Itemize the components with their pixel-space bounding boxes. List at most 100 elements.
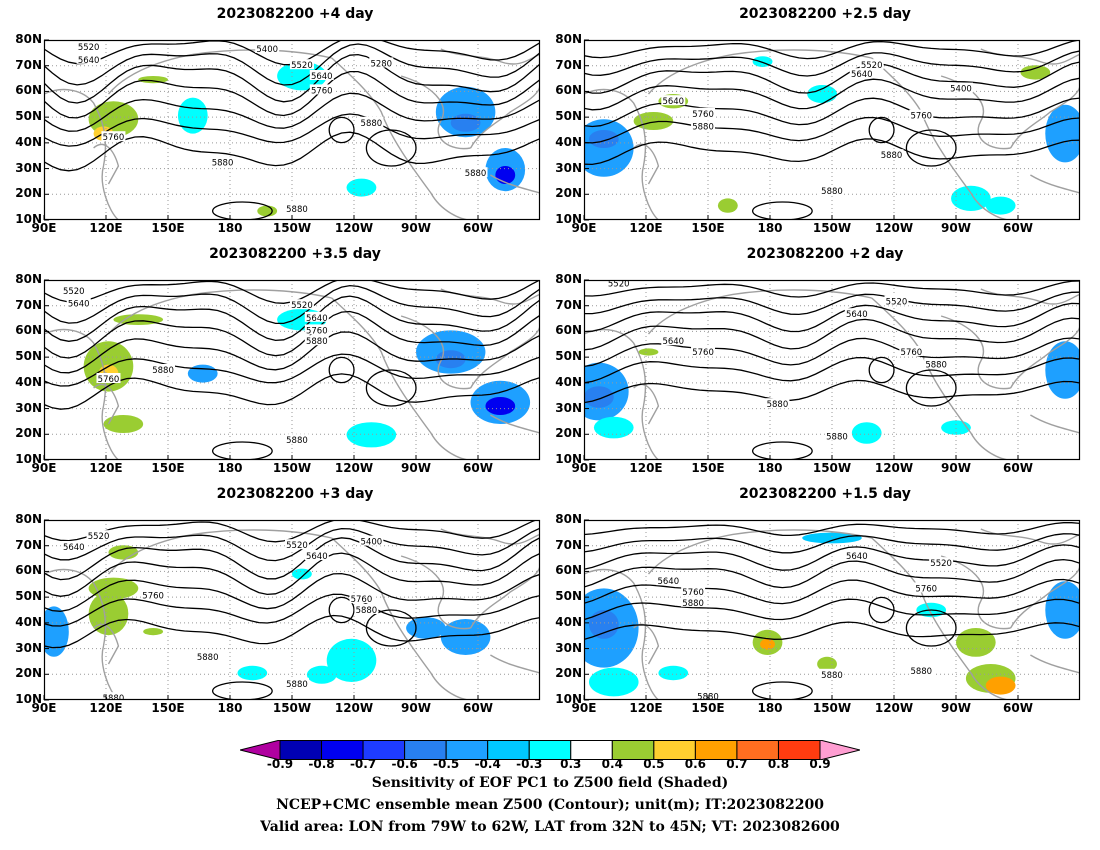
z500-contour-1 [44, 527, 540, 562]
z500-contour-2 [584, 544, 1080, 571]
contour-label: 5880 [910, 667, 932, 677]
coastline-2 [647, 529, 872, 575]
contour-label: 5880 [286, 680, 308, 690]
contour-label: 5760 [351, 595, 373, 605]
lon-tick-label: 90E [571, 461, 597, 475]
lon-tick-label: 60W [463, 221, 493, 235]
coastline-2 [647, 289, 872, 335]
lat-tick-label: 40N [15, 134, 42, 149]
coastline-0 [584, 328, 659, 460]
contour-label: 5640 [851, 70, 873, 80]
coastline-7 [1030, 174, 1080, 194]
lat-tick-label: 50N [15, 589, 42, 604]
sensitivity-shade-7 [956, 628, 996, 657]
lon-tick-label: 120W [334, 701, 374, 715]
contour-label: 5760 [692, 348, 714, 358]
lat-tick-label: 60N [15, 83, 42, 98]
lat-tick-label: 50N [555, 109, 582, 124]
lon-tick-label: 120E [89, 461, 123, 475]
lon-tick-label: 180 [217, 461, 243, 475]
contour-label: 5760 [98, 375, 120, 385]
contour-label: 5880 [692, 122, 714, 132]
closed-contour-1 [905, 609, 957, 647]
lon-tick-label: 120W [334, 461, 374, 475]
z500-contour-6 [584, 379, 1080, 404]
contour-label: 5880 [682, 599, 704, 609]
map-panel-plus-4-day: 5520564057605880540055205640576052805880… [43, 39, 541, 221]
contour-label: 5280 [370, 59, 392, 69]
z500-contour-1 [584, 533, 1080, 554]
closed-contour-1 [365, 369, 417, 407]
z500-contour-5 [584, 598, 1080, 621]
panel-title-3: 2023082200 +3.5 day [209, 246, 381, 262]
z500-contour-2 [584, 61, 1080, 94]
lat-tick-label: 40N [15, 614, 42, 629]
colorbar-tick: -0.6 [391, 757, 418, 771]
lat-tick-label: 50N [15, 349, 42, 364]
lon-tick-label: 120E [629, 701, 663, 715]
lat-tick-label: 10N [15, 452, 42, 466]
z500-contour-6 [44, 373, 540, 410]
contour-label: 5640 [662, 97, 684, 107]
lon-tick-label: 90E [571, 701, 597, 715]
lon-tick-label: 150W [812, 221, 852, 235]
lon-tick-label: 90W [401, 701, 431, 715]
contour-label: 5760 [692, 110, 714, 120]
lon-tick-label: 150E [151, 461, 185, 475]
coastline-7 [490, 414, 540, 434]
panel-title-4: 2023082200 +2 day [746, 246, 904, 262]
lat-tick-label: 40N [555, 374, 582, 389]
closed-contour-0 [868, 596, 895, 624]
lat-tick-label: 20N [555, 186, 582, 201]
lon-tick-label: 120E [89, 701, 123, 715]
lat-tick-label: 20N [555, 426, 582, 441]
lat-tick-label: 10N [555, 692, 582, 706]
lat-tick-label: 20N [555, 666, 582, 681]
contour-label: 5880 [361, 119, 383, 129]
sensitivity-shade-3 [103, 415, 144, 433]
lon-tick-label: 120E [629, 221, 663, 235]
coastline-1 [633, 383, 660, 425]
colorbar-tick: -0.9 [266, 757, 294, 771]
contour-label: 5880 [821, 187, 843, 197]
colorbar-tick: 0.7 [726, 757, 748, 771]
coastline-3 [331, 297, 471, 460]
coastline-7 [490, 654, 540, 674]
coastline-0 [44, 328, 119, 460]
lat-tick-label: 80N [555, 32, 582, 46]
contour-label: 5640 [662, 337, 684, 347]
lon-tick-label: 90W [941, 701, 971, 715]
closed-contour-2 [211, 441, 273, 460]
lat-tick-label: 30N [15, 160, 42, 175]
lat-tick-label: 70N [15, 57, 42, 72]
coastline-1 [93, 623, 120, 665]
lat-tick-label: 10N [555, 212, 582, 226]
lat-tick-label: 50N [555, 349, 582, 364]
coastline-7 [490, 174, 540, 194]
z500-contour-5 [44, 353, 540, 387]
coastline-4 [400, 315, 471, 390]
z500-contour-1 [44, 284, 540, 325]
z500-contour-3 [44, 310, 540, 359]
z500-contour-4 [584, 578, 1080, 605]
lat-tick-label: 60N [15, 563, 42, 578]
z500-contour-3 [584, 558, 1080, 589]
lon-tick-label: 60W [1003, 461, 1033, 475]
sensitivity-shade-0 [44, 606, 69, 657]
z500-contour-5 [44, 113, 540, 147]
z500-contour-6 [44, 131, 540, 172]
contour-label: 5880 [152, 366, 174, 376]
lon-tick-label: 150E [151, 221, 185, 235]
sensitivity-shade-9 [485, 397, 516, 415]
coastline-3 [331, 57, 471, 220]
z500-contour-2 [584, 302, 1080, 333]
contour-label: 5520 [886, 298, 908, 308]
sensitivity-shade-10 [346, 422, 397, 448]
contour-label: 5880 [212, 158, 234, 168]
sensitivity-shade-5 [326, 638, 377, 682]
coastline-3 [871, 57, 1011, 220]
lat-tick-label: 30N [15, 400, 42, 415]
lon-tick-label: 180 [757, 461, 783, 475]
sensitivity-shade-6 [306, 665, 337, 684]
contour-label: 5520 [291, 301, 313, 311]
